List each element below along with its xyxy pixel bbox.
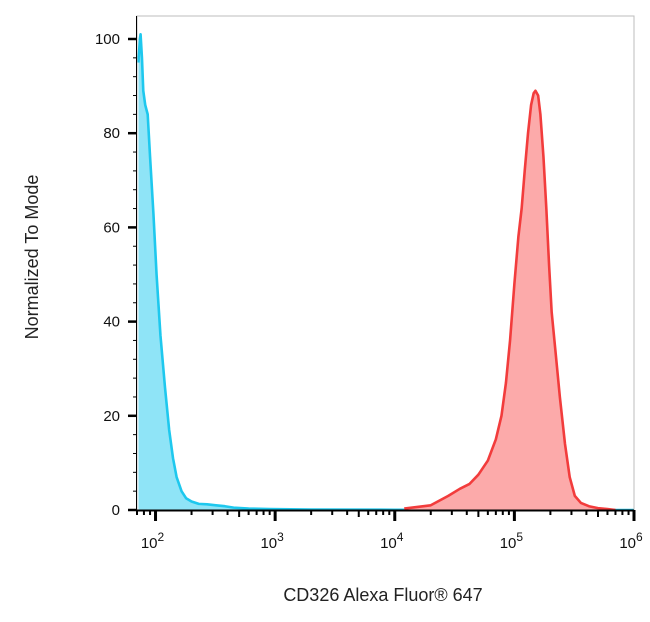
x-tick-label: 106 xyxy=(619,530,643,552)
series-2-line xyxy=(404,89,616,512)
axis-layer: 102 103 104 105 106 0 20 40 60 80 100 xyxy=(95,16,643,552)
series-layer xyxy=(137,32,634,512)
y-tick-label: 100 xyxy=(95,31,120,48)
x-axis-title: CD326 Alexa Fluor® 647 xyxy=(283,585,482,605)
series-1-line xyxy=(137,32,634,512)
x-tick-label: 105 xyxy=(500,530,524,552)
x-tick-label: 104 xyxy=(380,530,404,552)
y-axis-title: Normalized To Mode xyxy=(22,175,42,340)
y-tick-label: 40 xyxy=(103,314,120,331)
x-tick-label: 103 xyxy=(260,530,284,552)
y-tick-label: 60 xyxy=(103,219,120,236)
x-tick-label: 102 xyxy=(141,530,165,552)
y-tick-label: 0 xyxy=(112,502,120,519)
series-2-area xyxy=(404,90,616,510)
y-tick-label: 20 xyxy=(103,408,120,425)
y-tick-label: 80 xyxy=(103,125,120,142)
